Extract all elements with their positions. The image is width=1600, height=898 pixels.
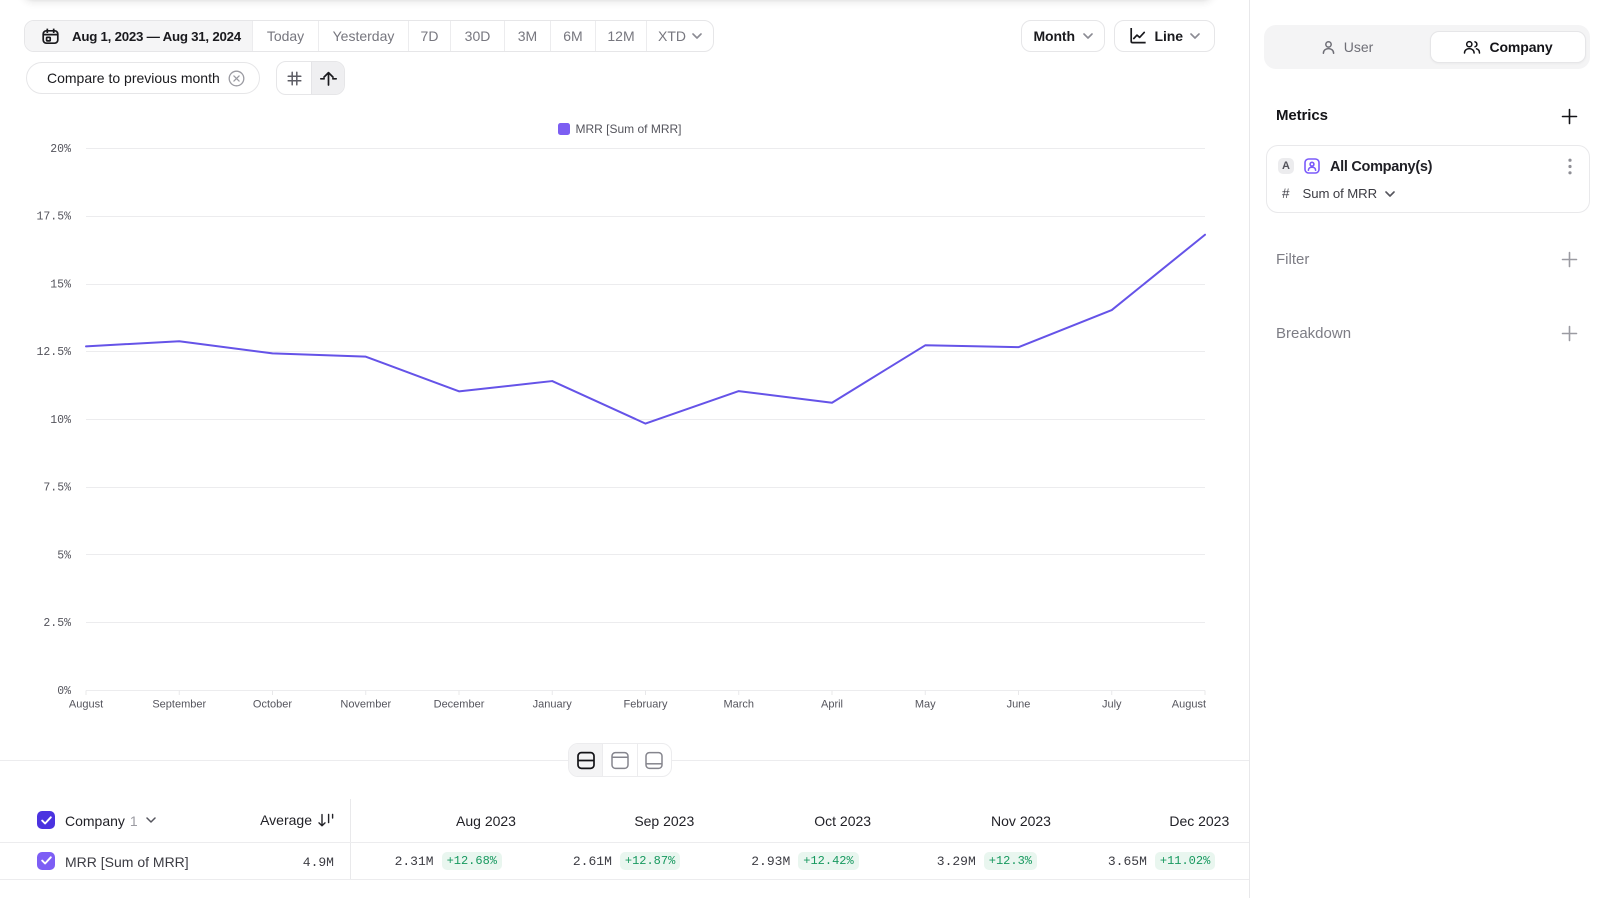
svg-text:June: June [1007, 699, 1031, 711]
svg-text:July: July [1102, 699, 1122, 711]
svg-text:2.5%: 2.5% [43, 617, 71, 630]
svg-text:10%: 10% [50, 414, 71, 427]
svg-text:17.5%: 17.5% [36, 211, 71, 224]
svg-text:May: May [915, 699, 936, 711]
svg-text:7.5%: 7.5% [43, 482, 71, 495]
svg-text:November: November [340, 699, 391, 711]
svg-text:August: August [1172, 699, 1206, 711]
svg-text:20%: 20% [50, 143, 71, 156]
svg-text:February: February [623, 699, 668, 711]
svg-text:April: April [821, 699, 843, 711]
svg-text:January: January [533, 699, 573, 711]
svg-text:September: September [152, 699, 206, 711]
svg-text:October: October [253, 699, 292, 711]
svg-text:5%: 5% [57, 549, 71, 562]
svg-text:12.5%: 12.5% [36, 346, 71, 359]
svg-text:15%: 15% [50, 278, 71, 291]
svg-text:0%: 0% [57, 685, 71, 698]
svg-text:August: August [69, 699, 103, 711]
svg-text:December: December [434, 699, 485, 711]
svg-text:March: March [723, 699, 754, 711]
